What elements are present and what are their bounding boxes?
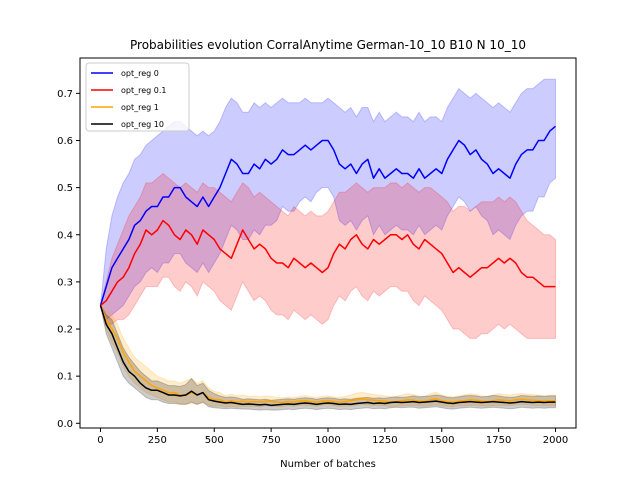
legend-box <box>85 62 190 132</box>
confidence-bands <box>99 78 556 411</box>
x-tick-label-1: 250 <box>148 435 167 446</box>
y-tick-label-5: 0.5 <box>57 183 73 194</box>
line-series-2 <box>99 305 556 404</box>
x-tick-label-3: 750 <box>262 435 281 446</box>
x-tick-label-0: 0 <box>97 435 103 446</box>
line-series-3 <box>99 305 556 407</box>
legend-label-3: opt_reg 10 <box>121 120 164 129</box>
line-series-1 <box>100 219 556 307</box>
x-tick-label-7: 1750 <box>486 435 511 446</box>
legend: opt_reg 0 opt_reg 0.1 opt_reg 1 opt_reg 10 <box>85 62 190 132</box>
x-axis: 0 250 500 750 1000 1250 1500 1750 2000 <box>97 428 568 446</box>
legend-label-1: opt_reg 0.1 <box>121 86 167 95</box>
y-tick-label-2: 0.2 <box>57 325 73 336</box>
y-tick-label-0: 0.0 <box>57 419 73 430</box>
chart-title: Probabilities evolution CorralAnytime Ge… <box>130 38 526 52</box>
band-series-1 <box>99 172 556 339</box>
legend-label-0: opt_reg 0 <box>121 69 159 78</box>
legend-label-2: opt_reg 1 <box>121 103 159 112</box>
y-tick-label-7: 0.7 <box>57 89 73 100</box>
x-tick-label-5: 1250 <box>372 435 397 446</box>
band-series-0 <box>99 78 556 321</box>
line-series-0 <box>99 125 556 306</box>
x-tick-label-2: 500 <box>205 435 224 446</box>
y-axis: 0.0 0.1 0.2 0.3 0.4 0.5 0.6 0.7 <box>57 89 80 430</box>
x-tick-label-6: 1500 <box>429 435 454 446</box>
series-lines <box>99 125 556 407</box>
x-axis-label: Number of batches <box>280 459 376 470</box>
x-tick-label-8: 2000 <box>543 435 568 446</box>
y-tick-label-3: 0.3 <box>57 277 73 288</box>
x-tick-label-4: 1000 <box>315 435 340 446</box>
y-tick-label-4: 0.4 <box>57 230 73 241</box>
y-tick-label-1: 0.1 <box>57 372 73 383</box>
y-tick-label-6: 0.6 <box>57 136 73 147</box>
